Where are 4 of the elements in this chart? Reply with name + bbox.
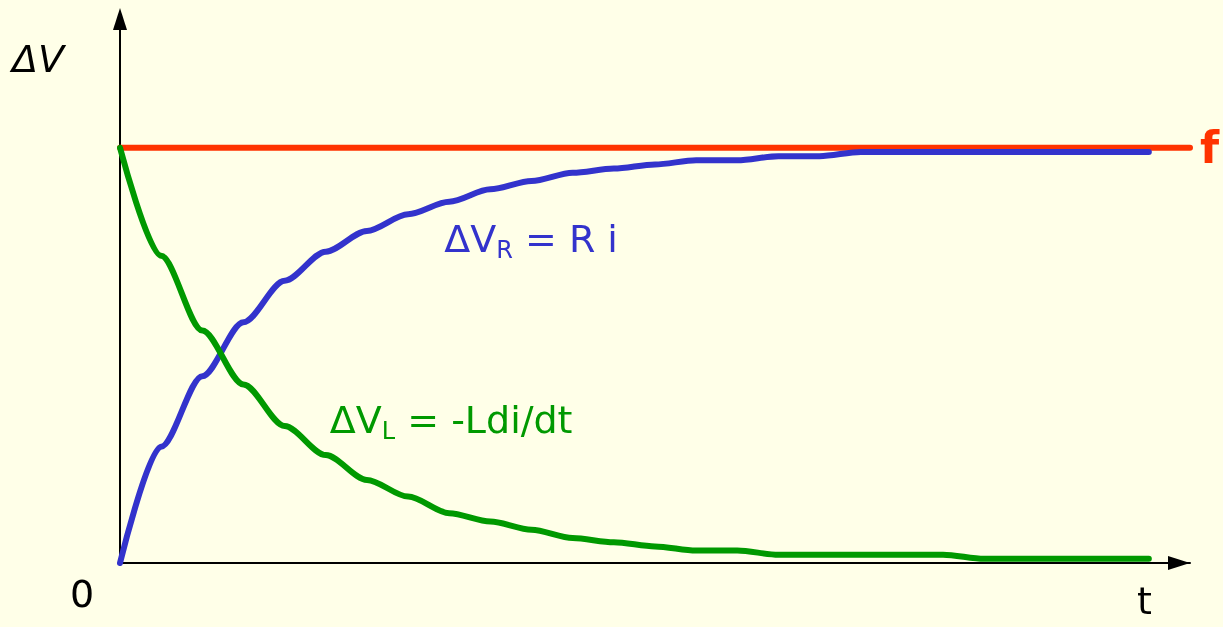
series-label: f (1200, 122, 1220, 174)
x-axis-title: t (1137, 579, 1152, 623)
y-axis-title: ΔV (9, 37, 67, 81)
text: 0 (70, 572, 95, 616)
